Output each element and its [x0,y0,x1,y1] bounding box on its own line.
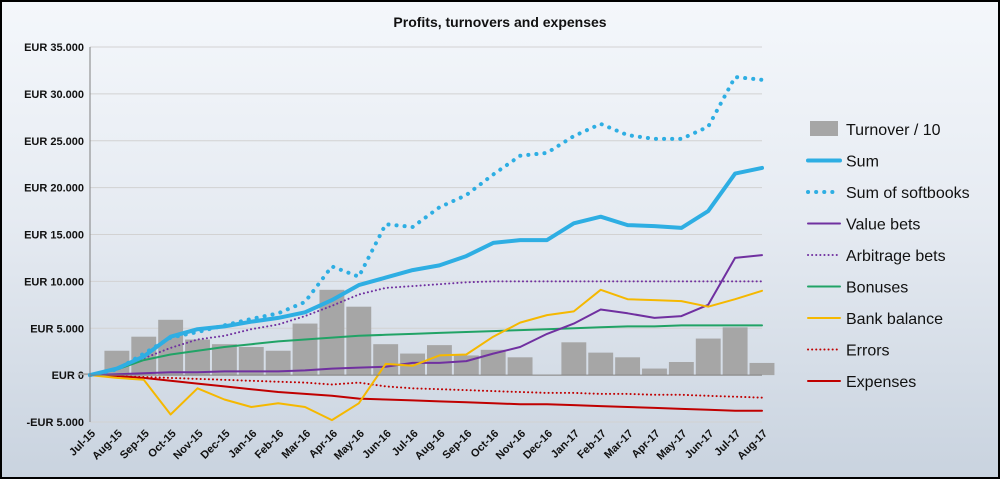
series-line-errors [89,374,763,399]
x-tick-label: Mar-16 [280,428,314,462]
legend-label-arbitrage-bets: Arbitrage bets [846,248,946,265]
legend-swatch-turnover-10 [810,121,838,136]
x-tick-label: Aug-15 [90,428,125,463]
legend-label-bank-balance: Bank balance [846,311,943,328]
y-tick-label: EUR 10.000 [24,276,84,288]
y-tick-label: EUR 5.000 [30,323,84,335]
axes [89,47,762,422]
series-line-expenses [89,374,763,412]
legend: Turnover / 10 Sum Sum of softbooks Value be… [806,121,970,391]
x-tick-label: May-17 [655,428,690,463]
legend-label-errors: Errors [846,343,890,360]
y-tick-label: EUR 15.000 [24,230,84,242]
turnover-bar [346,306,372,376]
x-tick-label: May-16 [332,428,367,463]
legend-label-sum-of-softbooks: Sum of softbooks [846,185,970,202]
series-line-bank-balance [89,288,763,422]
legend-label-value-bets: Value bets [846,217,920,234]
y-tick-label: -EUR 5.000 [27,417,84,429]
turnover-bar [695,338,721,376]
series-line-sum-of-softbooks [88,75,764,378]
y-tick-label: EUR 30.000 [24,89,84,101]
turnover-bar [373,344,399,376]
turnover-bar [427,345,452,376]
turnover-bar [292,323,318,376]
series-line-sum [88,165,764,378]
x-axis-tick-labels: Jul-15Aug-15Sep-15Oct-15Nov-15Dec-15Jan-… [67,428,770,463]
turnover-bar [668,362,694,376]
turnover-bar [588,352,614,376]
y-tick-label: EUR 35.000 [24,42,84,54]
legend-label-turnover-10: Turnover / 10 [846,122,941,139]
legend-label-bonuses: Bonuses [846,280,908,297]
legend-label-sum: Sum [846,154,879,171]
turnover-bar [507,357,533,376]
x-tick-label: Sep-16 [440,428,474,462]
chart-title: Profits, turnovers and expenses [393,14,606,30]
x-tick-label: Feb-16 [253,428,287,462]
x-tick-label: Nov-16 [494,428,528,462]
x-tick-label: Dec-15 [199,428,233,462]
legend-label-expenses: Expenses [846,374,916,391]
turnover-bar [642,368,667,376]
turnover-bar [615,357,641,376]
x-tick-label: Aug-17 [735,428,770,463]
series-line-value-bets [89,254,763,377]
turnover-bar [185,339,210,376]
x-tick-label: Feb-17 [575,428,609,462]
x-tick-label: Jun-16 [360,428,394,462]
x-tick-label: Aug-16 [413,428,448,463]
x-tick-label: Mar-17 [602,428,636,462]
turnover-bar [211,344,237,376]
turnover-bar [400,353,425,376]
turnover-bar [722,327,748,376]
x-tick-label: Jun-17 [683,428,717,462]
series-line-bonuses [89,324,763,377]
series-line-arbitrage-bets [89,280,763,377]
x-tick-label: Sep-15 [118,428,152,462]
series-lines [88,75,764,422]
y-tick-label: EUR 20.000 [24,183,84,195]
y-tick-label: EUR 25.000 [24,136,84,148]
x-tick-label: Nov-15 [171,428,205,462]
turnover-bar [561,342,587,376]
y-tick-label: EUR 0 [52,370,84,382]
turnover-bar [749,362,775,376]
y-axis-tick-labels: -EUR 5.000 EUR 0 EUR 5.000 EUR 10.000 EUR 15… [24,42,84,429]
x-tick-label: Dec-16 [521,428,555,462]
